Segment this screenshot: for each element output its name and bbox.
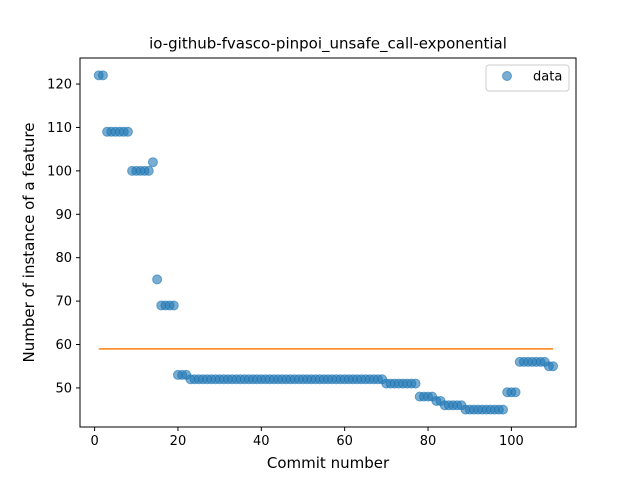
data-point — [498, 404, 509, 415]
legend-label: data — [533, 70, 562, 85]
y-tick-label: 120 — [47, 78, 72, 93]
y-tick-label: 60 — [55, 338, 72, 353]
y-tick-label: 70 — [55, 295, 72, 310]
chart-title: io-github-fvasco-pinpoi_unsafe_call-expo… — [149, 35, 507, 54]
data-point — [97, 70, 108, 81]
y-tick-label: 50 — [55, 381, 72, 396]
y-axis-title: Number of instance of a feature — [20, 123, 38, 363]
y-tick-label: 100 — [47, 164, 72, 179]
x-tick-label: 0 — [90, 434, 98, 449]
x-tick-label: 100 — [499, 434, 524, 449]
legend-marker — [502, 71, 512, 81]
data-point — [147, 157, 158, 168]
legend: data — [485, 64, 570, 92]
y-tick-label: 110 — [47, 121, 72, 136]
data-point — [510, 387, 521, 398]
data-point — [410, 378, 421, 389]
y-tick-label: 90 — [55, 208, 72, 223]
y-axis: 50 60 70 80 90 100 110 120 — [47, 78, 80, 396]
x-tick-label: 20 — [170, 434, 187, 449]
plot-area — [93, 70, 559, 415]
x-tick-label: 80 — [420, 434, 437, 449]
data-point — [548, 361, 559, 372]
data-point — [143, 165, 154, 176]
x-axis: 0 20 40 60 80 100 — [90, 427, 524, 449]
x-tick-label: 40 — [253, 434, 270, 449]
x-axis-title: Commit number — [267, 454, 390, 472]
data-point — [122, 126, 133, 137]
y-tick-label: 80 — [55, 251, 72, 266]
x-tick-label: 60 — [336, 434, 353, 449]
plot-frame — [79, 57, 577, 428]
data-point — [152, 274, 163, 285]
data-point — [168, 300, 179, 311]
